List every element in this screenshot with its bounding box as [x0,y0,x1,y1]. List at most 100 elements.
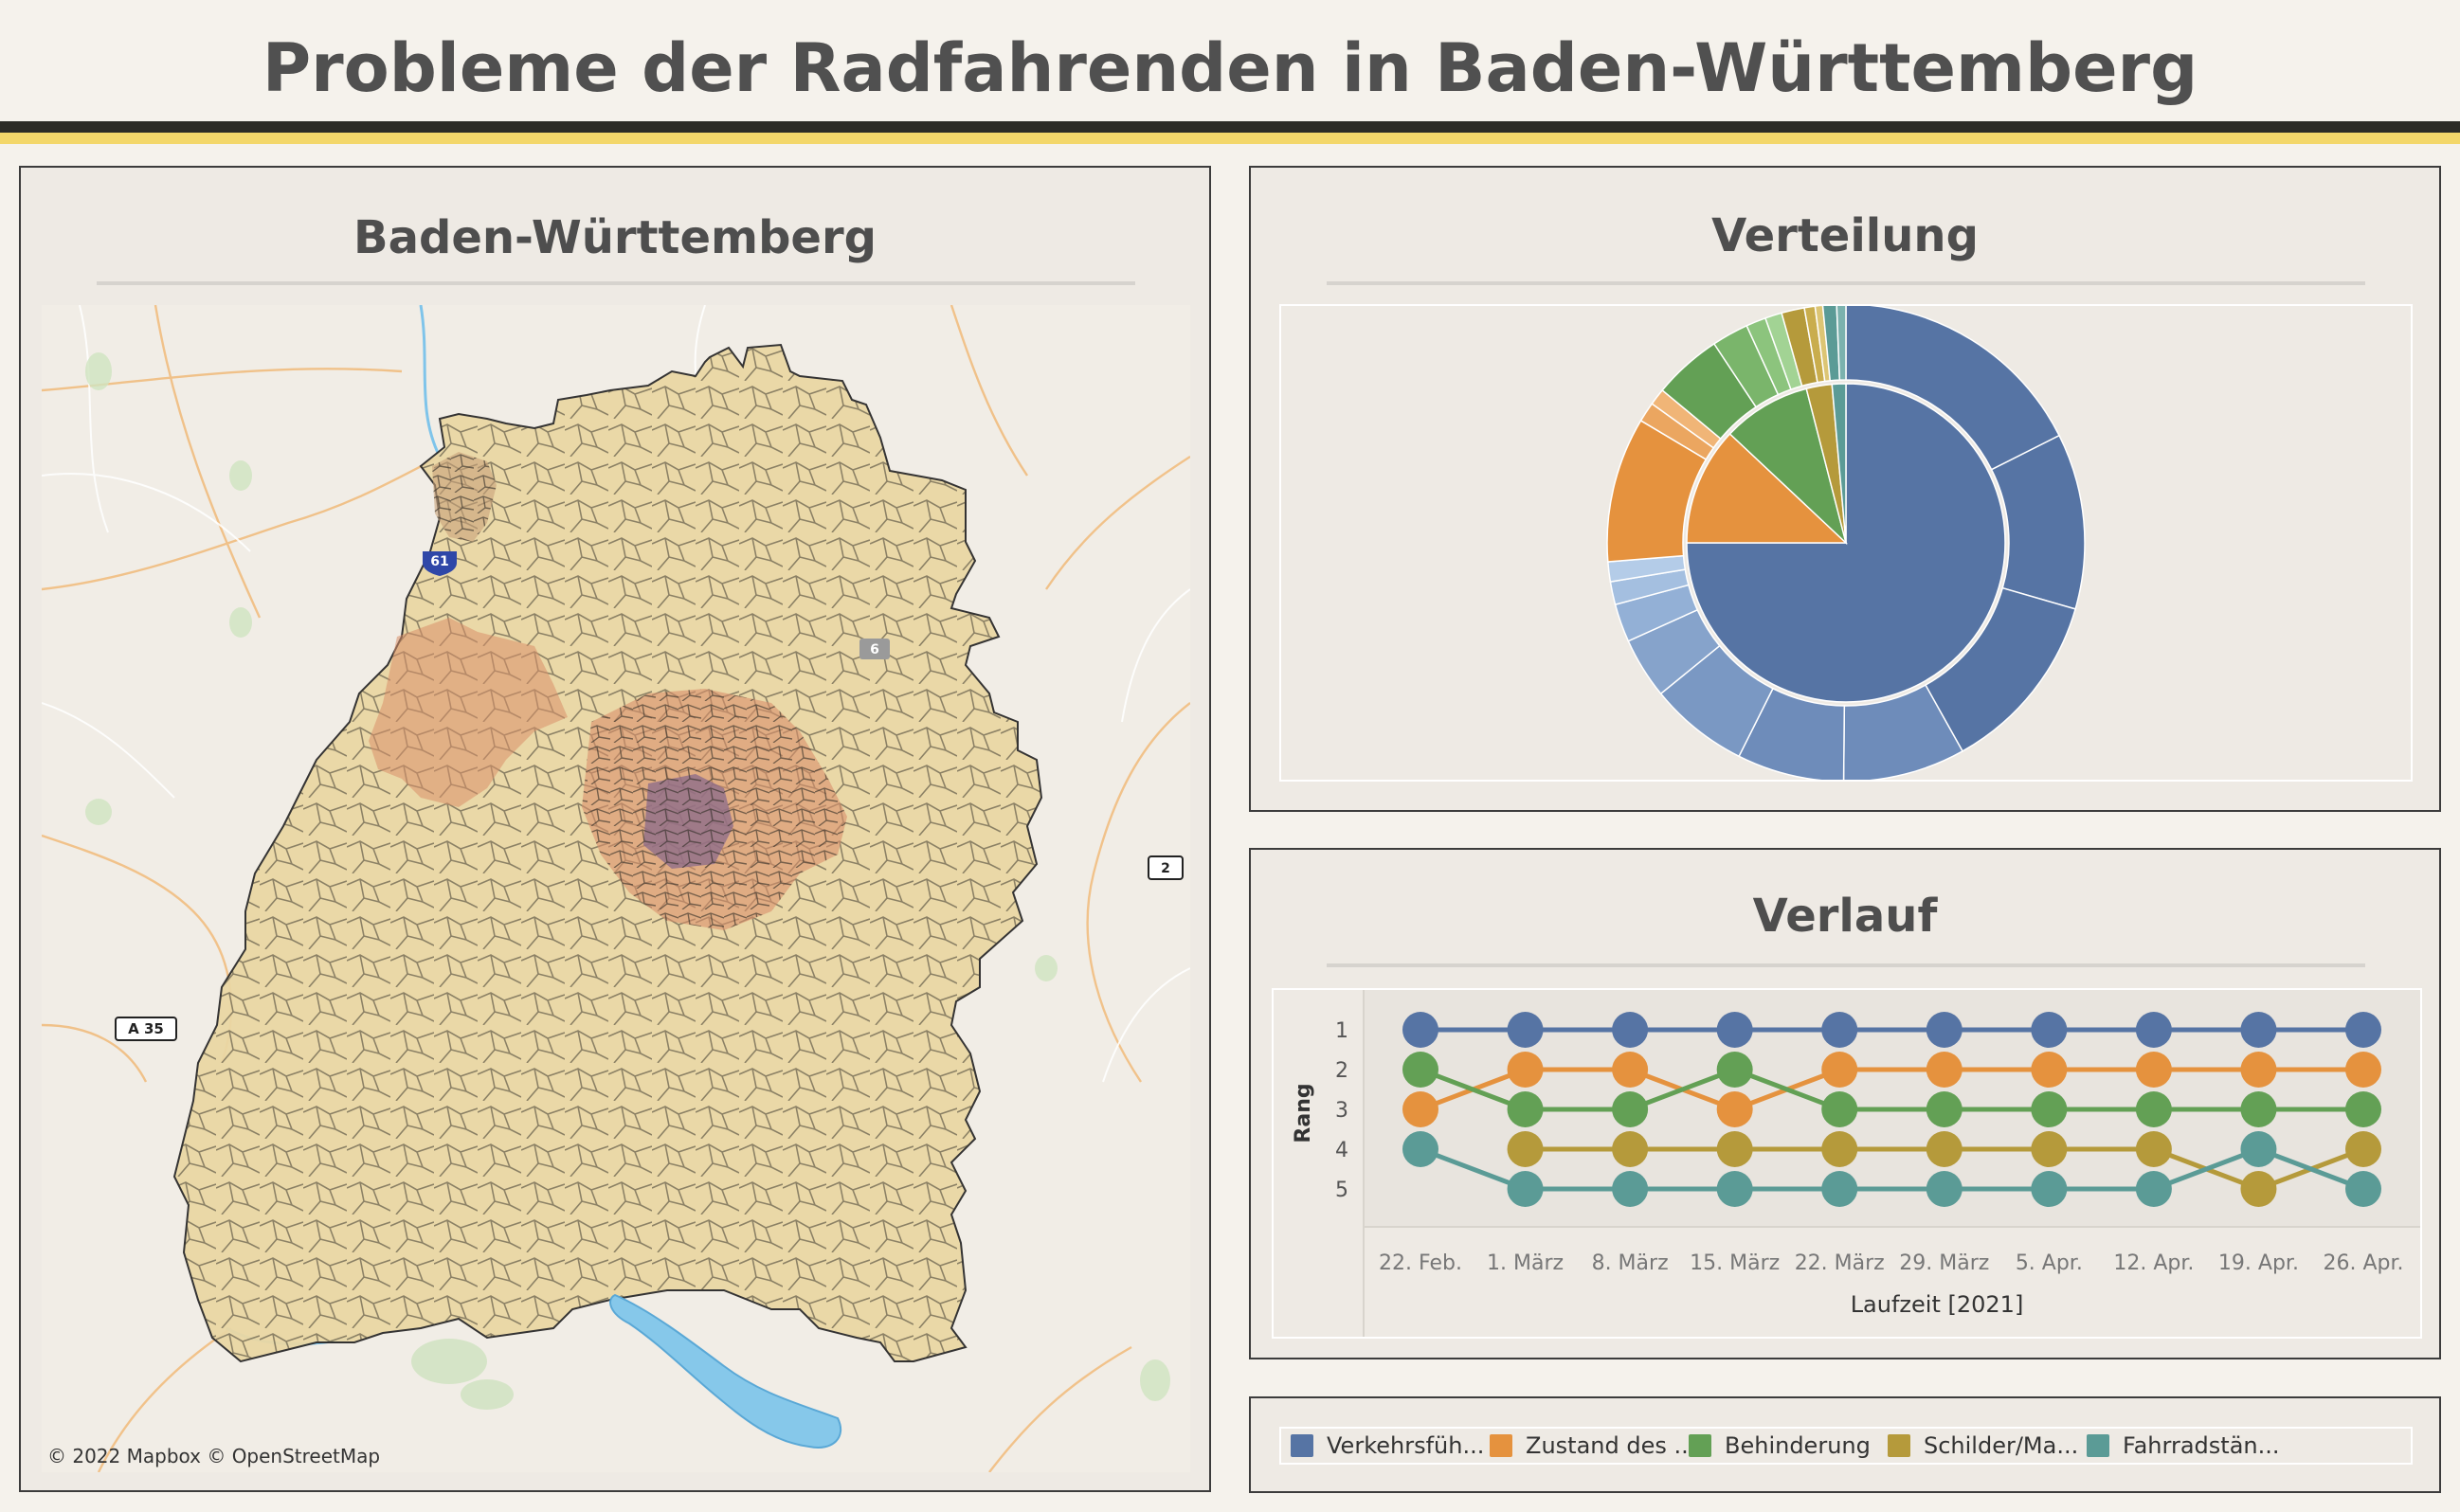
line-x-tick-1: 1. März [1487,1251,1564,1275]
line-series-2[interactable] [1420,1067,2363,1112]
line-point-4-1[interactable] [1507,1171,1544,1207]
line-point-1-4[interactable] [1821,1052,1858,1088]
line-x-axis-label: Laufzeit [2021] [1851,1291,2024,1318]
line-chart[interactable]: Rang Laufzeit [2021] 1 2 3 4 5 22. Feb. 1. Mär… [1274,990,2420,1337]
map-view[interactable]: 61 6 2 A 35 © 2022 Mapbox © OpenStreetMa… [42,305,1190,1472]
line-point-2-7[interactable] [2135,1091,2172,1127]
line-point-1-2[interactable] [1612,1052,1649,1088]
legend-panel: Verkehrsfüh... Zustand des ... Behinderu… [1249,1396,2441,1493]
line-point-0-5[interactable] [1926,1012,1963,1048]
legend-label-zustand: Zustand des ... [1526,1432,1696,1459]
line-point-1-7[interactable] [2135,1052,2172,1088]
line-point-4-0[interactable] [1402,1131,1438,1167]
line-point-4-9[interactable] [2345,1171,2381,1207]
title-divider-yellow [0,133,2460,144]
basemap-forest [85,352,1170,1410]
pie-chart-frame [1279,303,2413,783]
line-x-tick-7: 12. Apr. [2113,1251,2194,1275]
line-point-0-0[interactable] [1402,1012,1438,1048]
line-point-0-4[interactable] [1821,1012,1858,1048]
road-shield-6: 6 [859,639,890,659]
line-point-4-5[interactable] [1926,1171,1963,1207]
map-attribution[interactable]: © 2022 Mapbox © OpenStreetMap [47,1445,380,1467]
region-karlsruhe-hotspot[interactable] [369,618,568,807]
region-stuttgart-fine [582,689,847,930]
line-x-tick-8: 19. Apr. [2218,1251,2299,1275]
line-point-3-1[interactable] [1507,1131,1544,1167]
legend-item-behinderung[interactable]: Behinderung [1689,1429,1871,1463]
legend-item-zustand[interactable]: Zustand des ... [1490,1429,1695,1463]
line-point-2-9[interactable] [2345,1091,2381,1127]
line-point-2-0[interactable] [1402,1052,1438,1088]
line-point-0-6[interactable] [2031,1012,2068,1048]
pie-panel: Verteilung [1249,166,2441,812]
line-point-2-2[interactable] [1612,1091,1649,1127]
line-point-4-8[interactable] [2240,1131,2277,1167]
legend-item-fahrradstaender[interactable]: Fahrradstän... [2087,1429,2280,1463]
line-y-axis-label: Rang [1292,1083,1315,1143]
legend-swatch-schilder [1888,1434,1910,1457]
line-point-1-3[interactable] [1716,1091,1753,1127]
line-point-1-1[interactable] [1507,1052,1544,1088]
legend-item-schilder[interactable]: Schilder/Ma... [1888,1429,2078,1463]
line-x-tick-3: 15. März [1690,1251,1780,1275]
line-point-3-2[interactable] [1612,1131,1649,1167]
line-point-0-8[interactable] [2240,1012,2277,1048]
line-point-4-4[interactable] [1821,1171,1858,1207]
line-point-3-6[interactable] [2031,1131,2068,1167]
pie-inner-slice-4[interactable] [1831,383,1847,544]
line-point-4-2[interactable] [1612,1171,1649,1207]
line-point-3-8[interactable] [2240,1171,2277,1207]
pie-chart[interactable] [1281,303,2411,783]
line-point-0-9[interactable] [2345,1012,2381,1048]
legend-swatch-fahrradstaender [2087,1434,2109,1457]
line-y-tick-1: 1 [1335,1019,1348,1043]
legend-label-fahrradstaender: Fahrradstän... [2123,1432,2280,1459]
line-x-tick-0: 22. Feb. [1379,1251,1462,1275]
region-mannheim-fine [432,452,497,542]
map-panel-title: Baden-Württemberg [353,211,877,264]
line-point-4-3[interactable] [1716,1171,1753,1207]
legend-swatch-verkehrsfuehrung [1291,1434,1313,1457]
line-point-0-3[interactable] [1716,1012,1753,1048]
pie-panel-title: Verteilung [1711,209,1979,262]
line-point-1-6[interactable] [2031,1052,2068,1088]
legend-item-verkehrsfuehrung[interactable]: Verkehrsfüh... [1291,1429,1484,1463]
road-shield-a35: A 35 [115,1017,177,1041]
line-x-tick-5: 29. März [1899,1251,1989,1275]
line-point-0-2[interactable] [1612,1012,1649,1048]
line-point-2-8[interactable] [2240,1091,2277,1127]
line-point-4-6[interactable] [2031,1171,2068,1207]
line-point-3-3[interactable] [1716,1131,1753,1167]
line-point-2-6[interactable] [2031,1091,2068,1127]
line-point-2-5[interactable] [1926,1091,1963,1127]
line-point-2-4[interactable] [1821,1091,1858,1127]
title-divider-dark [0,121,2460,133]
map-panel: Baden-Württemberg [19,166,1211,1492]
line-point-1-0[interactable] [1402,1091,1438,1127]
legend-swatch-behinderung [1689,1434,1711,1457]
line-point-3-4[interactable] [1821,1131,1858,1167]
line-series-1[interactable] [1420,1067,2363,1112]
line-point-3-9[interactable] [2345,1131,2381,1167]
line-point-0-7[interactable] [2135,1012,2172,1048]
legend-frame: Verkehrsfüh... Zustand des ... Behinderu… [1279,1427,2413,1465]
line-point-0-1[interactable] [1507,1012,1544,1048]
line-point-3-5[interactable] [1926,1131,1963,1167]
line-point-1-5[interactable] [1926,1052,1963,1088]
road-shield-2: 2 [1148,855,1184,880]
line-point-3-7[interactable] [2135,1131,2172,1167]
map-svg[interactable]: 61 6 2 A 35 © 2022 Mapbox © OpenStreetMa… [42,305,1190,1472]
line-point-2-1[interactable] [1507,1091,1544,1127]
line-x-tick-4: 22. März [1795,1251,1885,1275]
pie-inner-slice-1[interactable] [1686,432,1848,544]
line-point-2-3[interactable] [1716,1052,1753,1088]
line-series-4[interactable] [1420,1146,2364,1192]
road-shield-61: 61 [423,551,457,576]
pie-inner-slice-0[interactable] [1686,383,2006,703]
line-x-tick-2: 8. März [1592,1251,1669,1275]
line-point-1-8[interactable] [2240,1052,2277,1088]
line-point-4-7[interactable] [2135,1171,2172,1207]
pie-inner-slice-2[interactable] [1728,387,1848,546]
line-point-1-9[interactable] [2345,1052,2381,1088]
